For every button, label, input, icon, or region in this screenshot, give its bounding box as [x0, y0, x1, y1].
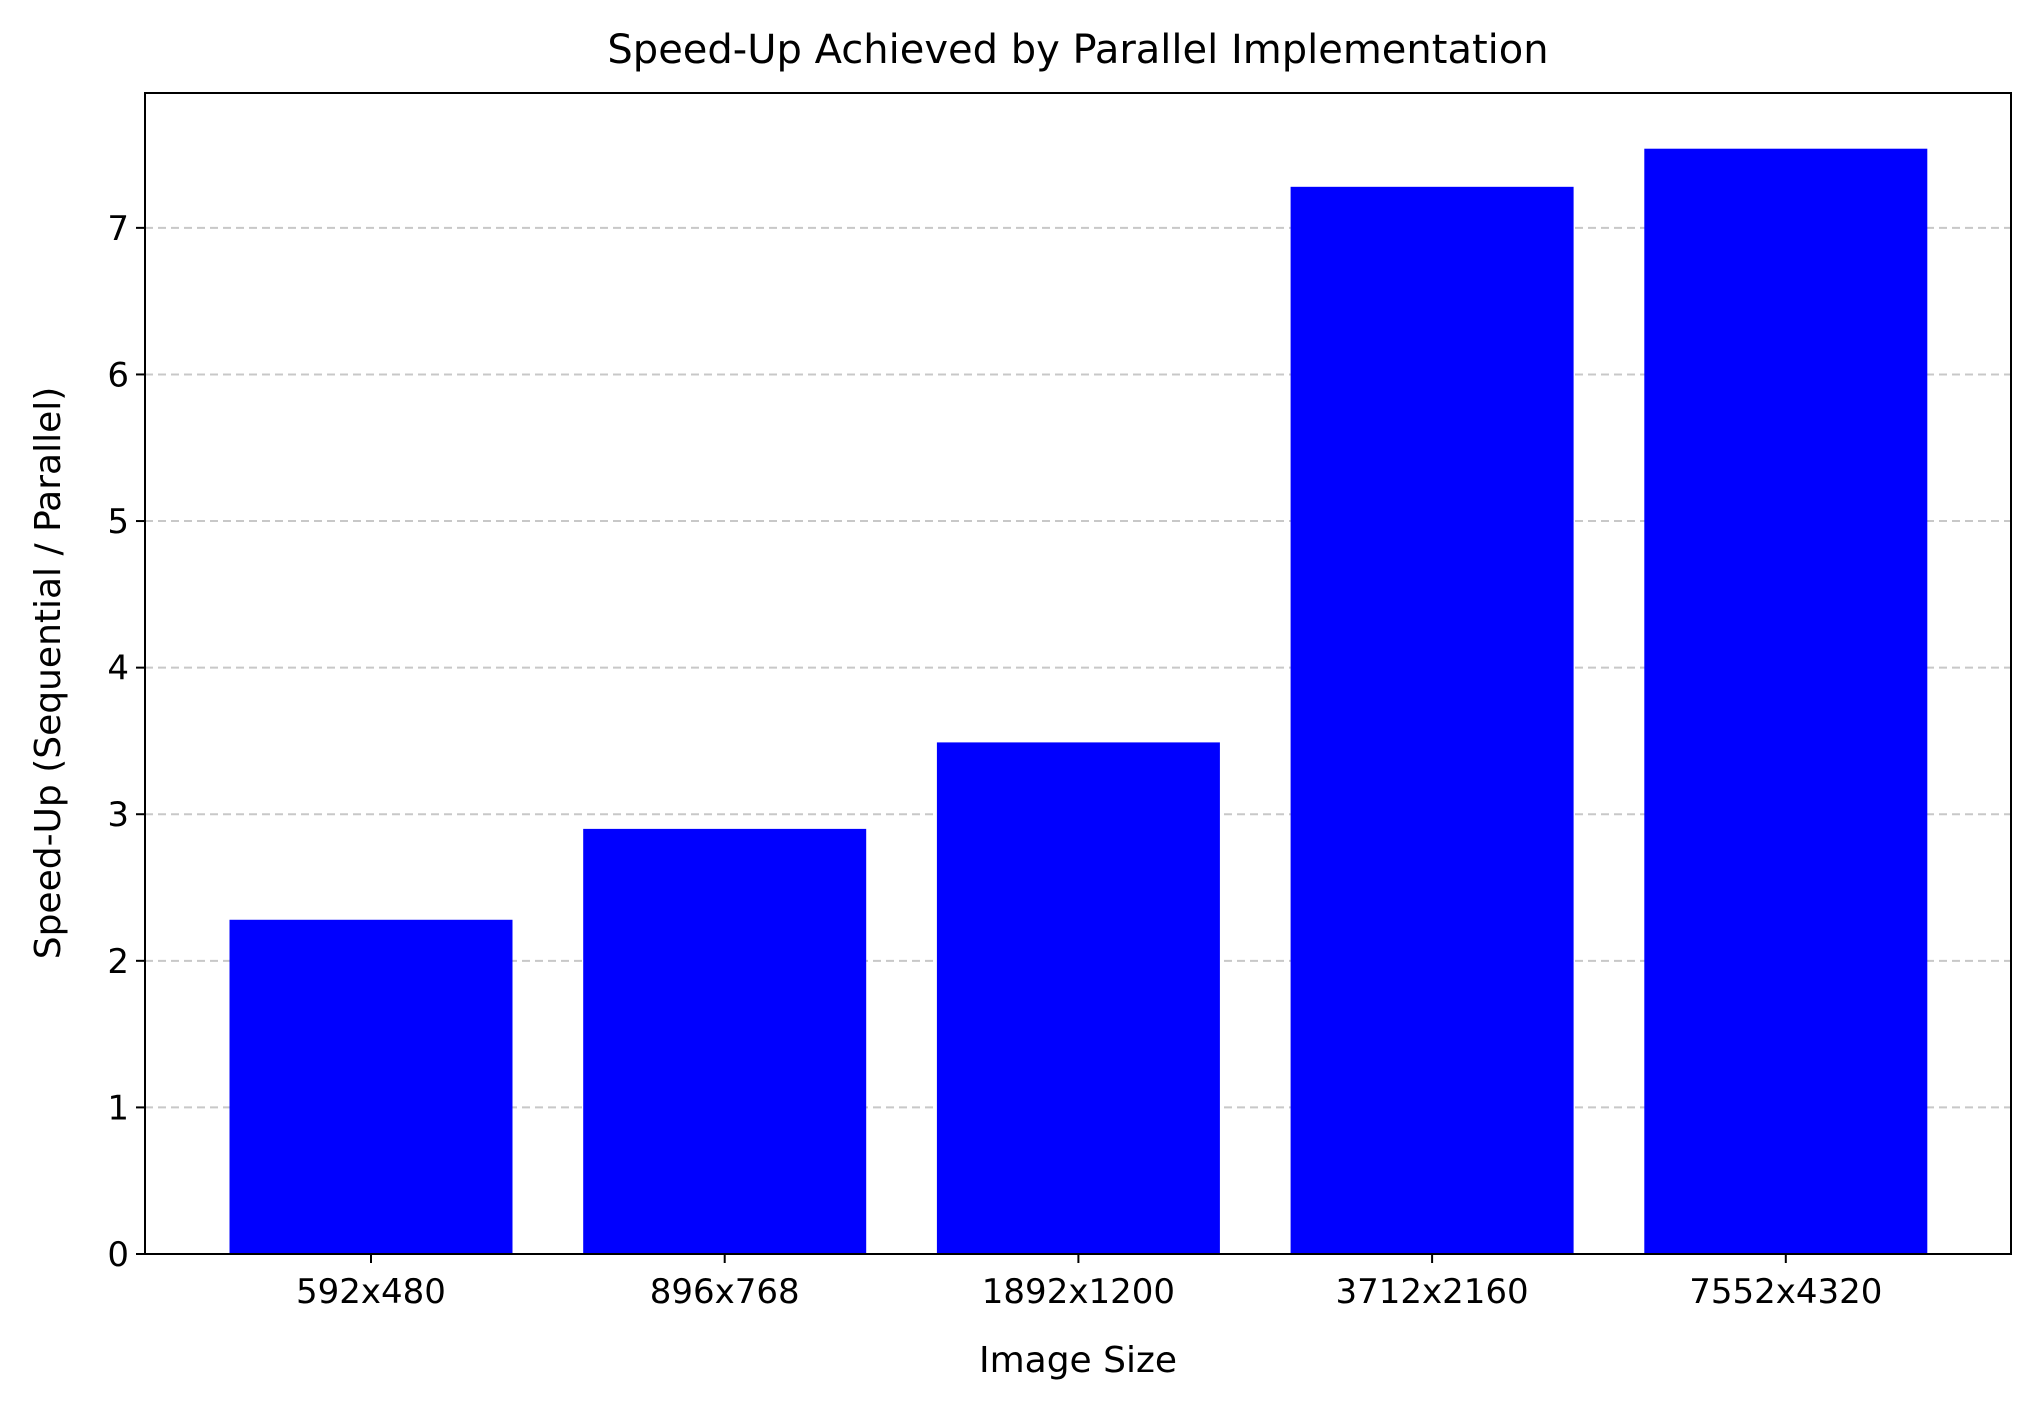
y-tick-label: 5	[107, 502, 129, 542]
y-tick-label: 1	[107, 1088, 129, 1128]
x-tick-label: 3712x2160	[1336, 1272, 1529, 1312]
bar	[1644, 148, 1928, 1254]
bar	[1290, 186, 1574, 1255]
chart-title: Speed-Up Achieved by Parallel Implementa…	[607, 27, 1548, 73]
x-axis-label: Image Size	[979, 1340, 1177, 1381]
bar	[229, 919, 513, 1254]
y-tick-label: 2	[107, 942, 129, 982]
x-axis-ticks: 592x480 896x768 1892x1200 3712x2160 7552x432…	[296, 1254, 1882, 1312]
x-tick-label: 896x768	[650, 1272, 800, 1312]
x-tick-label: 592x480	[296, 1272, 446, 1312]
bar	[936, 742, 1220, 1254]
y-tick-label: 6	[107, 355, 129, 395]
x-tick-label: 7552x4320	[1689, 1272, 1882, 1312]
y-tick-label: 4	[107, 649, 129, 689]
y-axis-ticks: 0 1 2 3 4 5 6 7	[107, 209, 145, 1275]
x-tick-label: 1892x1200	[982, 1272, 1175, 1312]
y-tick-label: 3	[107, 795, 129, 835]
bar	[583, 828, 867, 1254]
y-tick-label: 7	[107, 209, 129, 249]
bars	[229, 148, 1928, 1255]
y-tick-label: 0	[107, 1235, 129, 1275]
y-axis-label: Speed-Up (Sequential / Parallel)	[28, 387, 69, 960]
